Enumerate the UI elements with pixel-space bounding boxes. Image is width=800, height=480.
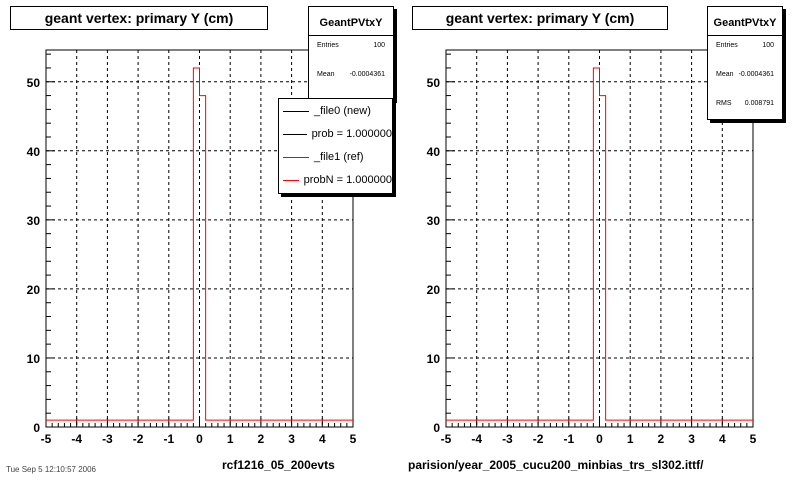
left-histogram-title: geant vertex: primary Y (cm) [10, 6, 268, 30]
right-stats-box: GeantPVtxY Entries 100 Mean -0.0004361 RMS… [707, 6, 783, 120]
right-stats-rms: RMS 0.008791 [716, 100, 774, 107]
left-x-tick-label: -1 [163, 432, 174, 446]
left-x-tick-label: -4 [71, 432, 82, 446]
timestamp-label: Tue Sep 5 12:10:57 2006 [6, 465, 96, 474]
left-stats-entries: Entries 100 [317, 42, 385, 49]
right-x-tick-label: 1 [627, 432, 634, 446]
legend-line-red [283, 156, 309, 158]
right-footer-label: parision/year_2005_cucu200_minbias_trs_s… [408, 458, 704, 472]
legend-item-probn: probN = 1.000000 [279, 168, 392, 192]
left-x-tick-label: -2 [133, 432, 144, 446]
left-y-tick-label: 0 [33, 421, 40, 435]
right-x-tick-label: -5 [441, 432, 452, 446]
right-x-tick-label: 2 [658, 432, 665, 446]
right-stats-name: GeantPVtxY [708, 7, 782, 36]
right-x-tick-label: 3 [688, 432, 695, 446]
right-x-tick-label: 5 [750, 432, 757, 446]
right-stats-entries: Entries 100 [716, 42, 774, 49]
right-stats-mean: Mean -0.0004361 [716, 71, 774, 78]
right-x-tick-label: -3 [502, 432, 513, 446]
right-y-tick-label: 40 [427, 145, 441, 159]
right-y-tick-label: 20 [427, 283, 441, 297]
right-y-tick-label: 0 [433, 421, 440, 435]
left-histogram-line [46, 67, 353, 421]
right-y-tick-label: 10 [427, 352, 441, 366]
left-x-tick-label: 3 [288, 432, 295, 446]
left-x-tick-label: 2 [258, 432, 265, 446]
left-x-tick-label: 4 [319, 432, 326, 446]
left-stats-box: GeantPVtxY Entries 100 Mean -0.0004361 [308, 6, 394, 100]
left-footer-label: rcf1216_05_200evts [222, 458, 335, 472]
left-x-tick-label: 5 [350, 432, 357, 446]
legend-item-file1: _file1 (ref) [279, 145, 392, 169]
left-y-tick-label: 40 [27, 145, 41, 159]
right-x-tick-label: 4 [719, 432, 726, 446]
left-y-tick-label: 20 [27, 283, 41, 297]
legend-line-black [283, 110, 309, 112]
left-x-tick-label: 1 [227, 432, 234, 446]
left-x-tick-label: -3 [102, 432, 113, 446]
right-histogram-line [446, 67, 753, 421]
right-y-tick-label: 30 [427, 214, 441, 228]
left-x-tick-label: -5 [41, 432, 52, 446]
right-x-tick-label: 0 [596, 432, 603, 446]
left-y-tick-label: 30 [27, 214, 41, 228]
legend-line-black [283, 133, 307, 135]
left-x-tick-label: 0 [196, 432, 203, 446]
legend-item-file0: _file0 (new) [279, 99, 392, 123]
right-x-tick-label: -1 [563, 432, 574, 446]
legend-line-red [283, 179, 299, 181]
right-x-tick-label: -2 [533, 432, 544, 446]
left-legend: _file0 (new) prob = 1.000000 _file1 (ref… [278, 98, 393, 194]
left-y-tick-label: 10 [27, 352, 41, 366]
legend-item-prob: prob = 1.000000 [279, 122, 392, 146]
left-stats-mean: Mean -0.0004361 [317, 71, 385, 78]
right-x-tick-label: -4 [471, 432, 482, 446]
right-histogram-title: geant vertex: primary Y (cm) [412, 6, 668, 30]
left-stats-name: GeantPVtxY [309, 7, 393, 36]
right-y-tick-label: 50 [427, 76, 441, 90]
left-y-tick-label: 50 [27, 76, 41, 90]
